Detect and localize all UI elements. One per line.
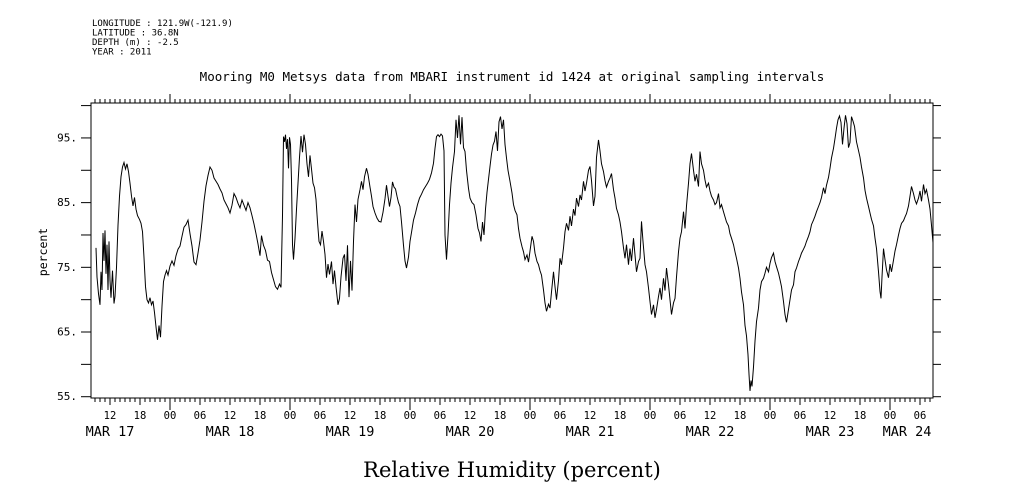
hour-label: 18	[374, 410, 387, 422]
date-label: MAR 18	[206, 424, 255, 440]
hour-label: 12	[704, 410, 717, 422]
date-label: MAR 17	[86, 424, 135, 440]
meta-latitude: LATITUDE : 36.8N	[92, 29, 179, 39]
hour-label: 00	[524, 410, 537, 422]
hour-label: 12	[104, 410, 117, 422]
date-label: MAR 23	[806, 424, 855, 440]
y-axis-ticks	[81, 105, 941, 398]
plot-frame	[90, 102, 934, 399]
meta-depth: DEPTH (m) : -2.5	[92, 38, 179, 48]
y-tick-label: 85.	[57, 196, 77, 209]
hour-label: 18	[734, 410, 747, 422]
y-tick-label: 65.	[57, 326, 77, 339]
hour-label: 12	[344, 410, 357, 422]
y-tick-label: 95.	[57, 131, 77, 144]
hour-label: 00	[644, 410, 657, 422]
hour-label: 06	[674, 410, 687, 422]
meta-year: YEAR : 2011	[92, 48, 152, 58]
hour-label: 00	[884, 410, 897, 422]
y-axis-labels: 55. 65. 75. 85. 95.	[57, 131, 77, 403]
hour-label: 06	[794, 410, 807, 422]
meta-longitude: LONGITUDE : 121.9W(-121.9)	[92, 19, 233, 29]
hour-label: 18	[134, 410, 147, 422]
hour-label: 00	[764, 410, 777, 422]
date-label: MAR 19	[326, 424, 375, 440]
y-axis-title: percent	[36, 228, 50, 276]
hour-label: 00	[164, 410, 177, 422]
hour-label: 06	[554, 410, 567, 422]
x-axis-title: Relative Humidity (percent)	[363, 458, 661, 482]
hour-label: 18	[614, 410, 627, 422]
hour-label: 00	[404, 410, 417, 422]
hour-label: 06	[314, 410, 327, 422]
hour-label: 18	[254, 410, 267, 422]
hour-label: 18	[854, 410, 867, 422]
hour-label: 06	[914, 410, 927, 422]
hour-label: 12	[824, 410, 837, 422]
hour-label: 06	[434, 410, 447, 422]
hour-label: 12	[224, 410, 237, 422]
humidity-line	[95, 114, 934, 391]
y-tick-label: 55.	[57, 390, 77, 403]
date-label: MAR 21	[566, 424, 615, 440]
hour-label: 06	[194, 410, 207, 422]
chart-title: Mooring M0 Metsys data from MBARI instru…	[200, 69, 825, 84]
x-axis-hour-labels: 12 18 00 06 12 18 00 06 12 18 00 06 12 18 00 06 12 18 00 06…	[104, 410, 927, 422]
hour-label: 12	[584, 410, 597, 422]
date-label: MAR 20	[446, 424, 495, 440]
frame-rect	[90, 102, 934, 399]
date-label: MAR 24	[883, 424, 932, 440]
y-tick-label: 75.	[57, 261, 77, 274]
x-axis-date-labels: MAR 17 MAR 18 MAR 19 MAR 20 MAR 21 MAR 22 MAR …	[86, 424, 932, 440]
hour-label: 12	[464, 410, 477, 422]
x-axis-ticks	[94, 94, 931, 410]
hour-label: 00	[284, 410, 297, 422]
hour-label: 18	[494, 410, 507, 422]
date-label: MAR 22	[686, 424, 735, 440]
